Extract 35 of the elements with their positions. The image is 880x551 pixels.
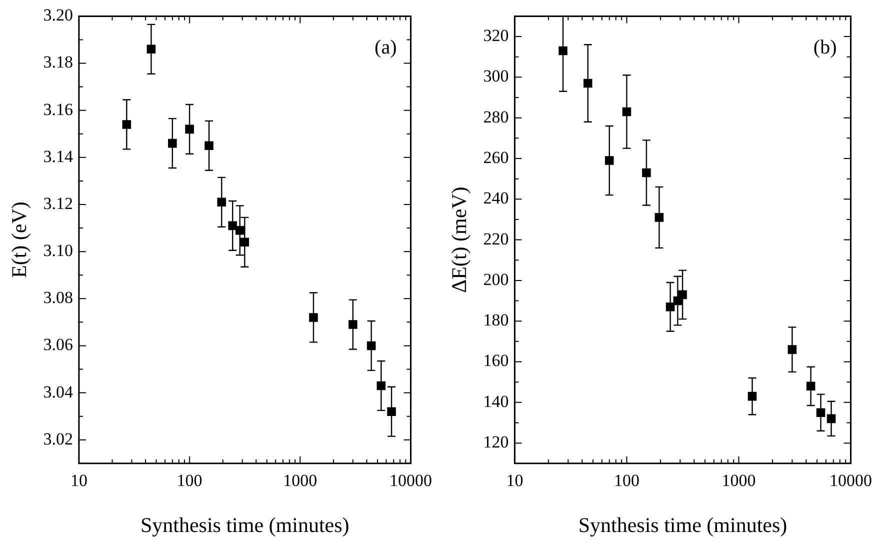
- y-tick-label: 260: [483, 148, 509, 167]
- x-tick-label: 10000: [390, 471, 432, 490]
- y-tick-label: 3.04: [43, 382, 74, 402]
- y-tick-label: 220: [483, 229, 509, 248]
- x-tick-label: 10000: [830, 471, 872, 490]
- x-tick-label: 1000: [722, 471, 756, 490]
- y-tick-label: 3.10: [43, 241, 73, 260]
- y-tick-label: 3.18: [43, 52, 73, 72]
- x-tick-label: 10: [506, 471, 524, 490]
- y-axis-title: ΔE(t) (meV): [447, 186, 472, 293]
- y-tick-label: 200: [483, 270, 509, 289]
- x-axis-title: Synthesis time (minutes): [140, 512, 350, 537]
- y-tick-label: 160: [483, 351, 509, 370]
- y-tick-label: 240: [483, 188, 509, 208]
- x-tick-label: 10: [70, 471, 88, 490]
- x-tick-label: 1000: [283, 471, 318, 490]
- y-tick-label: 3.08: [43, 288, 73, 308]
- y-tick-label: 320: [483, 26, 509, 45]
- y-axis-title: E(t) (eV): [7, 202, 32, 278]
- y-tick-label: 3.14: [43, 146, 74, 166]
- y-tick-label: 300: [483, 66, 509, 86]
- y-tick-label: 3.16: [43, 100, 73, 119]
- y-tick-label: 180: [483, 310, 509, 330]
- x-tick-label: 100: [176, 471, 202, 490]
- y-tick-label: 3.12: [43, 194, 73, 213]
- y-tick-label: 120: [483, 432, 509, 452]
- y-tick-label: 3.06: [43, 335, 73, 354]
- annotation: (a): [374, 36, 397, 58]
- y-tick-label: 280: [483, 107, 509, 126]
- x-axis-title: Synthesis time (minutes): [578, 512, 788, 537]
- annotation: (b): [813, 36, 837, 58]
- y-tick-label: 140: [483, 392, 509, 411]
- y-tick-label: 3.02: [43, 429, 73, 448]
- y-tick-label: 3.20: [43, 6, 73, 25]
- x-tick-label: 100: [614, 471, 640, 490]
